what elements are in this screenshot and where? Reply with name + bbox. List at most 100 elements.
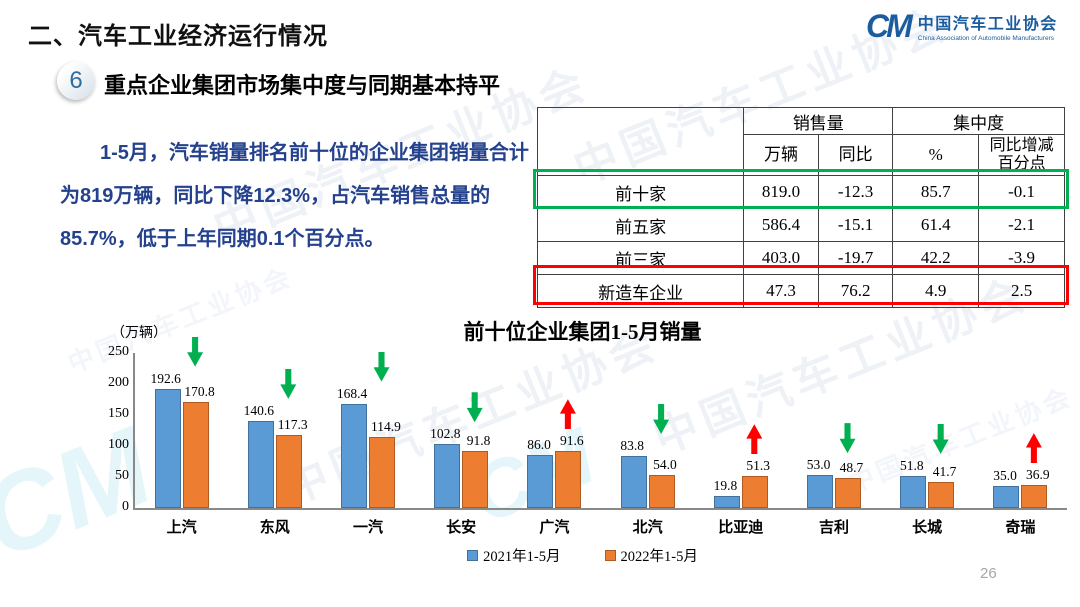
bar-2021 bbox=[527, 454, 554, 508]
bar-value-label-2021: 86.0 bbox=[527, 436, 551, 452]
bar-2022 bbox=[275, 435, 302, 508]
trend-arrow-up-icon bbox=[1025, 433, 1042, 464]
bar-2022 bbox=[555, 451, 582, 508]
cell-value: -2.1 bbox=[978, 208, 1065, 242]
legend-swatch-icon bbox=[467, 550, 479, 561]
bar-value-label-2022: 117.3 bbox=[277, 417, 308, 433]
trend-arrow-down-icon bbox=[932, 423, 949, 454]
cell-value: 2.5 bbox=[978, 274, 1065, 308]
organization-logo: CM 中国汽车工业协会 China Association of Automob… bbox=[866, 10, 1058, 42]
sales-bar-chart: （万辆） 前十位企业集团1-5月销量 0 50 100 150 200 250 192.6 1… bbox=[95, 316, 1070, 601]
category-label: 长城 bbox=[912, 520, 943, 536]
bar-2022 bbox=[369, 436, 395, 508]
y-tick-label: 200 bbox=[108, 375, 129, 390]
row-label: 前五家 bbox=[536, 208, 745, 242]
trend-arrow-down-icon bbox=[373, 351, 390, 382]
cell-value: -0.1 bbox=[978, 175, 1065, 209]
bar-2021 bbox=[247, 420, 274, 508]
page-number: 26 bbox=[980, 565, 997, 582]
bar-value-label-2022: 114.9 bbox=[370, 418, 401, 434]
category-label: 一汽 bbox=[352, 520, 383, 536]
bar-2021 bbox=[341, 403, 367, 508]
y-axis-unit-label: （万辆） bbox=[111, 326, 167, 341]
cell-value: 61.4 bbox=[892, 208, 980, 242]
slide-heading: 重点企业集团市场集中度与同期基本持平 bbox=[104, 73, 501, 98]
cell-value: -19.7 bbox=[817, 241, 894, 275]
bar-value-label-2022: 51.3 bbox=[746, 458, 770, 474]
bar-2022 bbox=[741, 476, 768, 508]
cell-value: 76.2 bbox=[817, 274, 894, 308]
bar-value-label-2022: 36.9 bbox=[1025, 467, 1050, 483]
bar-value-label-2021: 168.4 bbox=[336, 385, 368, 401]
bar-value-label-2022: 41.7 bbox=[932, 464, 957, 480]
cell-value: 586.4 bbox=[743, 208, 819, 242]
legend-item: 2021年1-5月 bbox=[467, 545, 561, 566]
row-label: 新造车企业 bbox=[536, 274, 745, 308]
section-title: 二、汽车工业经济运行情况 bbox=[28, 23, 328, 50]
category-label: 比亚迪 bbox=[718, 520, 764, 536]
legend-swatch-icon bbox=[604, 550, 616, 561]
trend-arrow-up-icon bbox=[559, 399, 576, 430]
bar-2022 bbox=[462, 451, 489, 508]
bar-value-label-2021: 192.6 bbox=[150, 370, 181, 386]
bar-2021 bbox=[434, 444, 461, 508]
category-label: 吉利 bbox=[818, 520, 849, 536]
cell-value: -3.9 bbox=[978, 241, 1065, 275]
bar-2022 bbox=[648, 474, 675, 508]
table-row-top10: 前十家 819.0 -12.3 85.7 -0.1 bbox=[536, 175, 1065, 209]
y-tick-label: 250 bbox=[108, 344, 129, 359]
category-label: 北汽 bbox=[632, 520, 663, 536]
bar-2021 bbox=[993, 486, 1020, 508]
summary-paragraph: 1-5月，汽车销量排名前十位的企业集团销量合计为819万辆，同比下降12.3%，… bbox=[60, 142, 529, 250]
bar-value-label-2021: 83.8 bbox=[620, 438, 645, 454]
table-row-top3: 前三家 403.0 -19.7 42.2 -3.9 bbox=[536, 241, 1065, 275]
bar-value-label-2022: 91.6 bbox=[559, 433, 584, 449]
row-label: 前十家 bbox=[536, 175, 745, 209]
bar-value-label-2021: 140.6 bbox=[243, 402, 275, 418]
bar-chart-plot: 0 50 100 150 200 250 192.6 170.8 上汽 140.6 117.3 东风 1… bbox=[108, 336, 1067, 536]
bar-2021 bbox=[154, 388, 181, 508]
chart-legend: 2021年1-5月 2022年1-5月 bbox=[95, 545, 1070, 566]
bar-value-label-2022: 170.8 bbox=[184, 384, 215, 400]
legend-label: 2021年1-5月 bbox=[483, 549, 561, 565]
table-group-header-sales: 销售量 bbox=[743, 107, 894, 135]
table-corner-cell bbox=[536, 107, 745, 176]
cell-value: -12.3 bbox=[817, 175, 894, 209]
bar-value-label-2021: 51.8 bbox=[899, 457, 924, 473]
category-label: 东风 bbox=[259, 520, 290, 536]
table-subheader: % bbox=[892, 134, 980, 176]
table-group-header-concentration: 集中度 bbox=[892, 107, 1065, 135]
category-label: 长安 bbox=[446, 520, 477, 536]
bar-2022 bbox=[928, 482, 955, 508]
cell-value: 4.9 bbox=[892, 274, 980, 308]
bar-2021 bbox=[807, 475, 833, 508]
logo-monogram-icon: CM bbox=[866, 8, 913, 44]
bar-value-label-2022: 48.7 bbox=[839, 459, 864, 475]
chart-title: 前十位企业集团1-5月销量 bbox=[463, 320, 702, 344]
table-subheader: 同比增减百分点 bbox=[978, 134, 1065, 176]
bar-value-label-2021: 102.8 bbox=[430, 426, 461, 442]
bar-value-label-2021: 53.0 bbox=[806, 457, 831, 473]
table-row-new-ev-makers: 新造车企业 47.3 76.2 4.9 2.5 bbox=[536, 274, 1065, 308]
logo-name-cn: 中国汽车工业协会 bbox=[917, 16, 1058, 33]
heading-number-badge: 6 bbox=[57, 62, 95, 100]
concentration-table: 销售量 集中度 万辆 同比 % 同比增减百分点 前十家 819.0 -12.3 … bbox=[533, 107, 1069, 308]
cell-value: -15.1 bbox=[817, 208, 894, 242]
y-tick-label: 50 bbox=[115, 468, 129, 483]
bar-2022 bbox=[1021, 485, 1048, 508]
bar-2021 bbox=[713, 495, 740, 508]
cell-value: 42.2 bbox=[892, 241, 980, 275]
trend-arrow-up-icon bbox=[746, 424, 763, 455]
y-tick-label: 100 bbox=[108, 437, 129, 452]
y-tick-label: 0 bbox=[122, 499, 129, 514]
bar-2021 bbox=[900, 475, 927, 508]
y-tick-label: 150 bbox=[108, 406, 129, 421]
bar-2021 bbox=[620, 456, 647, 508]
bar-2022 bbox=[182, 402, 209, 508]
bar-2022 bbox=[835, 477, 861, 508]
cell-value: 85.7 bbox=[892, 175, 980, 209]
table-subheader: 同比 bbox=[817, 134, 894, 176]
table-row-top5: 前五家 586.4 -15.1 61.4 -2.1 bbox=[536, 208, 1065, 242]
row-label: 前三家 bbox=[536, 241, 745, 275]
category-label: 上汽 bbox=[166, 520, 197, 536]
